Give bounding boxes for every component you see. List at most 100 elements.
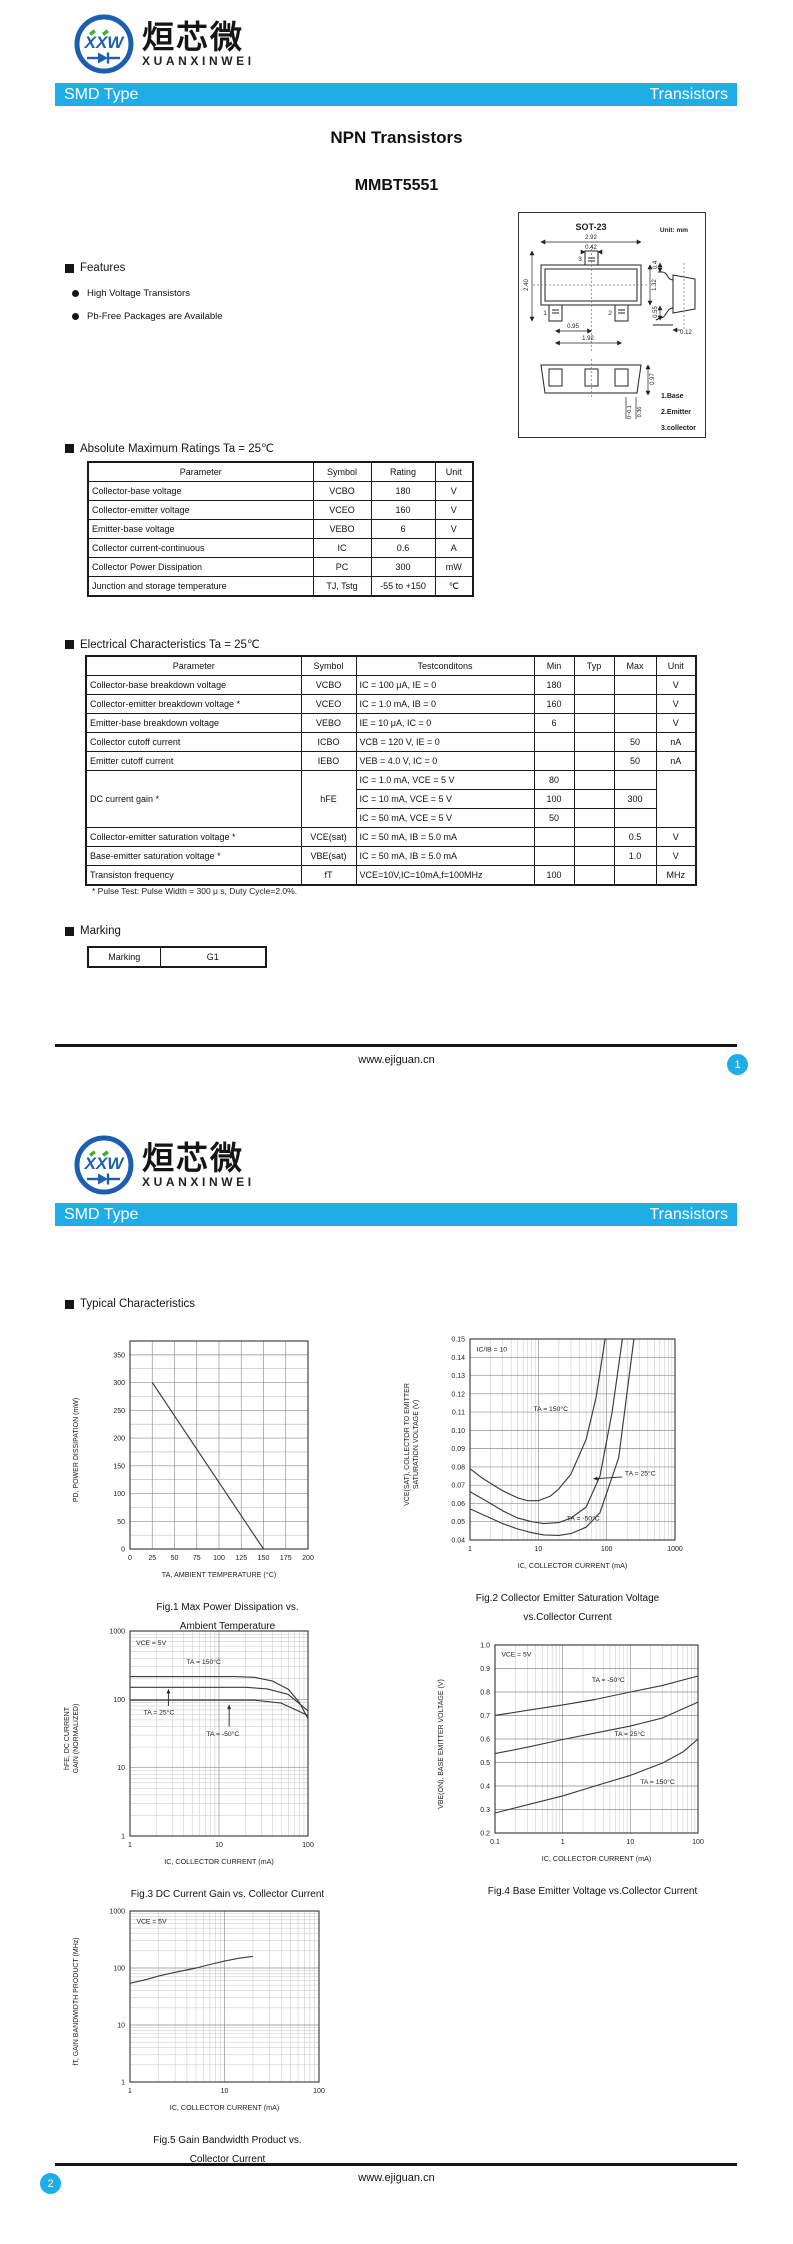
cell: IC: [312, 538, 372, 558]
cell: [573, 675, 615, 695]
svg-text:IC, COLLECTOR CURRENT (mA): IC, COLLECTOR CURRENT (mA): [170, 2103, 280, 2112]
brand-name-cn: 烜芯微: [142, 19, 245, 55]
header-cell: Symbol: [300, 655, 357, 676]
cell: [573, 789, 615, 809]
header-cell: Min: [533, 655, 575, 676]
footer-url: www.ejiguan.cn: [358, 1054, 435, 1066]
pulse-test-footnote: * Pulse Test: Pulse Width = 300 μ s, Dut…: [92, 886, 298, 896]
svg-text:0.04: 0.04: [451, 1538, 465, 1545]
chart-fig5-gain-bandwidth: 1 10 100 1 10 100 1000 VCE = 5V IC, COLLECTOR CU…: [73, 1909, 325, 2113]
marking-heading-label: Marking: [80, 925, 121, 937]
cell: 100: [533, 789, 575, 809]
svg-text:1: 1: [121, 2080, 125, 2087]
svg-text:100: 100: [601, 1546, 613, 1553]
svg-text:150: 150: [258, 1555, 270, 1562]
svg-text:TA, AMBIENT TEMPERATURE (°C): TA, AMBIENT TEMPERATURE (°C): [162, 1570, 277, 1579]
cell: [573, 713, 615, 733]
svg-text:IC/IB = 10: IC/IB = 10: [477, 1346, 508, 1353]
cell: 6: [370, 519, 436, 539]
svg-text:0.2: 0.2: [480, 1831, 490, 1838]
cell: [613, 713, 657, 733]
svg-text:10: 10: [117, 1765, 125, 1772]
cell: IC = 50 mA, IB = 5.0 mA: [355, 827, 535, 847]
cell: nA: [655, 751, 697, 771]
bullet-icon: [72, 290, 79, 297]
svg-text:0.97: 0.97: [650, 373, 656, 385]
feature-item-label: High Voltage Transistors: [87, 288, 190, 299]
fig-caption: Fig.3 DC Current Gain vs. Collector Curr…: [130, 1889, 325, 1900]
cell: IEBO: [300, 751, 357, 771]
typical-characteristics-label: Typical Characteristics: [80, 1298, 196, 1310]
brand-name-en: XUANXINWEI: [142, 54, 255, 68]
svg-text:TA = 25°C: TA = 25°C: [144, 1708, 175, 1716]
brand-name-en: XUANXINWEI: [142, 1175, 255, 1189]
cell: Collector Power Dissipation: [87, 557, 314, 577]
svg-text:0.55: 0.55: [653, 306, 659, 318]
cell: Emitter cutoff current: [85, 751, 302, 771]
svg-text:100: 100: [302, 1842, 314, 1849]
fig-caption: Fig.2 Collector Emitter Saturation Volta…: [475, 1593, 660, 1604]
cell: fT: [300, 865, 357, 886]
cell: ℃: [434, 576, 474, 597]
svg-text:fT, GAIN BANDWIDTH PRODUCT (MH: fT, GAIN BANDWIDTH PRODUCT (MHz): [73, 1937, 80, 2065]
cell: A: [434, 538, 474, 558]
header-cell: Typ: [573, 655, 615, 676]
cell: Collector cutoff current: [85, 732, 302, 752]
cell: [573, 827, 615, 847]
svg-text:0.3: 0.3: [480, 1807, 490, 1814]
elec-heading: Electrical Characteristics Ta = 25℃: [65, 637, 260, 651]
brand-badge: XXW: [84, 33, 126, 52]
table-row: Collector-emitter saturation voltage * VC…: [85, 827, 697, 847]
header-cell: Parameter: [85, 655, 302, 676]
part-number: MMBT5551: [354, 177, 439, 194]
svg-text:0.06: 0.06: [451, 1501, 465, 1508]
svg-text:2.Emitter: 2.Emitter: [661, 409, 691, 416]
figure-4: 0.1 1 10 100 0.2 0.3 0.4 0.5 0.6 0.7 0.8 0.9 1.0 VCE …: [425, 1630, 760, 1901]
cell: VEBO: [300, 713, 357, 733]
cell: 1.0: [613, 846, 657, 866]
svg-text:1: 1: [468, 1546, 472, 1553]
svg-text:1: 1: [128, 1842, 132, 1849]
svg-text:0.5: 0.5: [480, 1760, 490, 1767]
banner-left-label: SMD Type: [64, 85, 139, 103]
svg-text:250: 250: [113, 1408, 125, 1415]
svg-text:0.1: 0.1: [490, 1839, 500, 1846]
svg-text:2.92: 2.92: [585, 235, 597, 241]
svg-text:1000: 1000: [109, 1909, 125, 1916]
svg-text:75: 75: [193, 1555, 201, 1562]
cell: [573, 865, 615, 886]
svg-text:Unit: mm: Unit: mm: [660, 227, 688, 234]
cell: [573, 732, 615, 752]
fig-caption: Fig.4 Base Emitter Voltage vs.Collector …: [487, 1886, 698, 1897]
svg-text:200: 200: [302, 1555, 314, 1562]
section-bullet-icon: [65, 639, 74, 649]
svg-text:1.0: 1.0: [480, 1643, 490, 1650]
svg-text:3: 3: [578, 256, 582, 263]
cell: VBE(sat): [300, 846, 357, 866]
svg-text:0.13: 0.13: [451, 1373, 465, 1380]
svg-text:2: 2: [608, 310, 612, 317]
svg-text:0.12: 0.12: [451, 1391, 465, 1398]
table-row: Emitter-base voltage VEBO 6 V: [87, 519, 474, 539]
svg-text:IC, COLLECTOR CURRENT (mA): IC, COLLECTOR CURRENT (mA): [164, 1857, 274, 1866]
svg-text:0.05: 0.05: [451, 1519, 465, 1526]
table-row: Collector-base breakdown voltage VCBO IC =…: [85, 675, 697, 695]
table-row: Emitter-base breakdown voltage VEBO IE = 1…: [85, 713, 697, 733]
svg-text:TA = 150°C: TA = 150°C: [640, 1778, 675, 1786]
header-cell: Unit: [655, 655, 697, 676]
features-heading-label: Features: [80, 262, 126, 274]
svg-text:100: 100: [113, 1697, 125, 1704]
svg-text:3.collector: 3.collector: [661, 425, 696, 432]
table-row: Transiston frequency fT VCE=10V,IC=10mA,f=…: [85, 865, 697, 886]
cell: [573, 694, 615, 714]
svg-text:0.14: 0.14: [451, 1355, 465, 1362]
table-row: Junction and storage temperature TJ, Tstg…: [87, 576, 474, 597]
table-header-row: Parameter Symbol Rating Unit: [87, 461, 474, 482]
cell: V: [655, 827, 697, 847]
cell: IC = 10 mA, VCE = 5 V: [355, 789, 535, 809]
cell: V: [434, 481, 474, 501]
cell: VCEO: [312, 500, 372, 520]
feature-item: High Voltage Transistors: [72, 288, 190, 299]
cell: VCBO: [312, 481, 372, 501]
